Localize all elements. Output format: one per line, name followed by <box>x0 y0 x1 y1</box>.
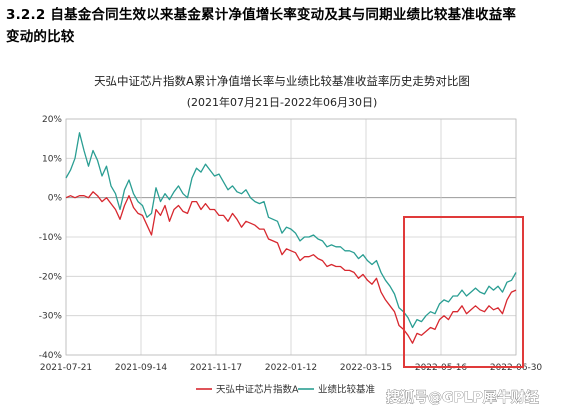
series-line-0 <box>65 191 517 344</box>
legend-label: 业绩比较基准 <box>318 384 376 396</box>
highlight-box <box>403 216 524 368</box>
series-lines <box>65 132 517 344</box>
y-tick-label: 20% <box>42 115 62 125</box>
x-tick-label: 2022-01-12 <box>265 363 317 373</box>
x-tick-label: 2021-07-21 <box>40 363 92 373</box>
watermark-text: 搜狐号@GPLP犀牛财经 <box>386 389 539 406</box>
y-tick-label: 0% <box>48 194 63 204</box>
x-tick-label: 2021-11-17 <box>190 363 242 373</box>
legend-label: 天弘中证芯片指数A <box>216 384 299 396</box>
y-tick-label: 10% <box>42 154 62 164</box>
series-line-1 <box>65 132 517 329</box>
x-tick-label: 2022-03-15 <box>340 363 392 373</box>
y-tick-label: -10% <box>39 233 63 243</box>
y-tick-label: -30% <box>39 312 63 322</box>
legend: 天弘中证芯片指数A 业绩比较基准 <box>196 384 376 396</box>
chart-title: 天弘中证芯片指数A累计净值增长率与业绩比较基准收益率历史走势对比图 <box>94 74 470 88</box>
x-tick-label: 2021-09-14 <box>115 363 168 373</box>
section-heading: 3.2.2 自基金合同生效以来基金累计净值增长率变动及其与同期业绩比较基准收益率… <box>6 4 558 48</box>
chart-subtitle: (2021年07月21日-2022年06月30日) <box>186 96 378 109</box>
section-heading-line-2: 变动的比较 <box>6 29 75 45</box>
y-tick-label: -20% <box>39 272 63 282</box>
section-heading-line-1: 3.2.2 自基金合同生效以来基金累计净值增长率变动及其与同期业绩比较基准收益率 <box>6 7 517 23</box>
grid <box>65 118 517 356</box>
y-tick-label: -40% <box>39 351 63 361</box>
y-axis-ticks: 20% 10% 0% -10% -20% -30% -40% <box>39 115 63 361</box>
plot-frame <box>65 118 517 356</box>
